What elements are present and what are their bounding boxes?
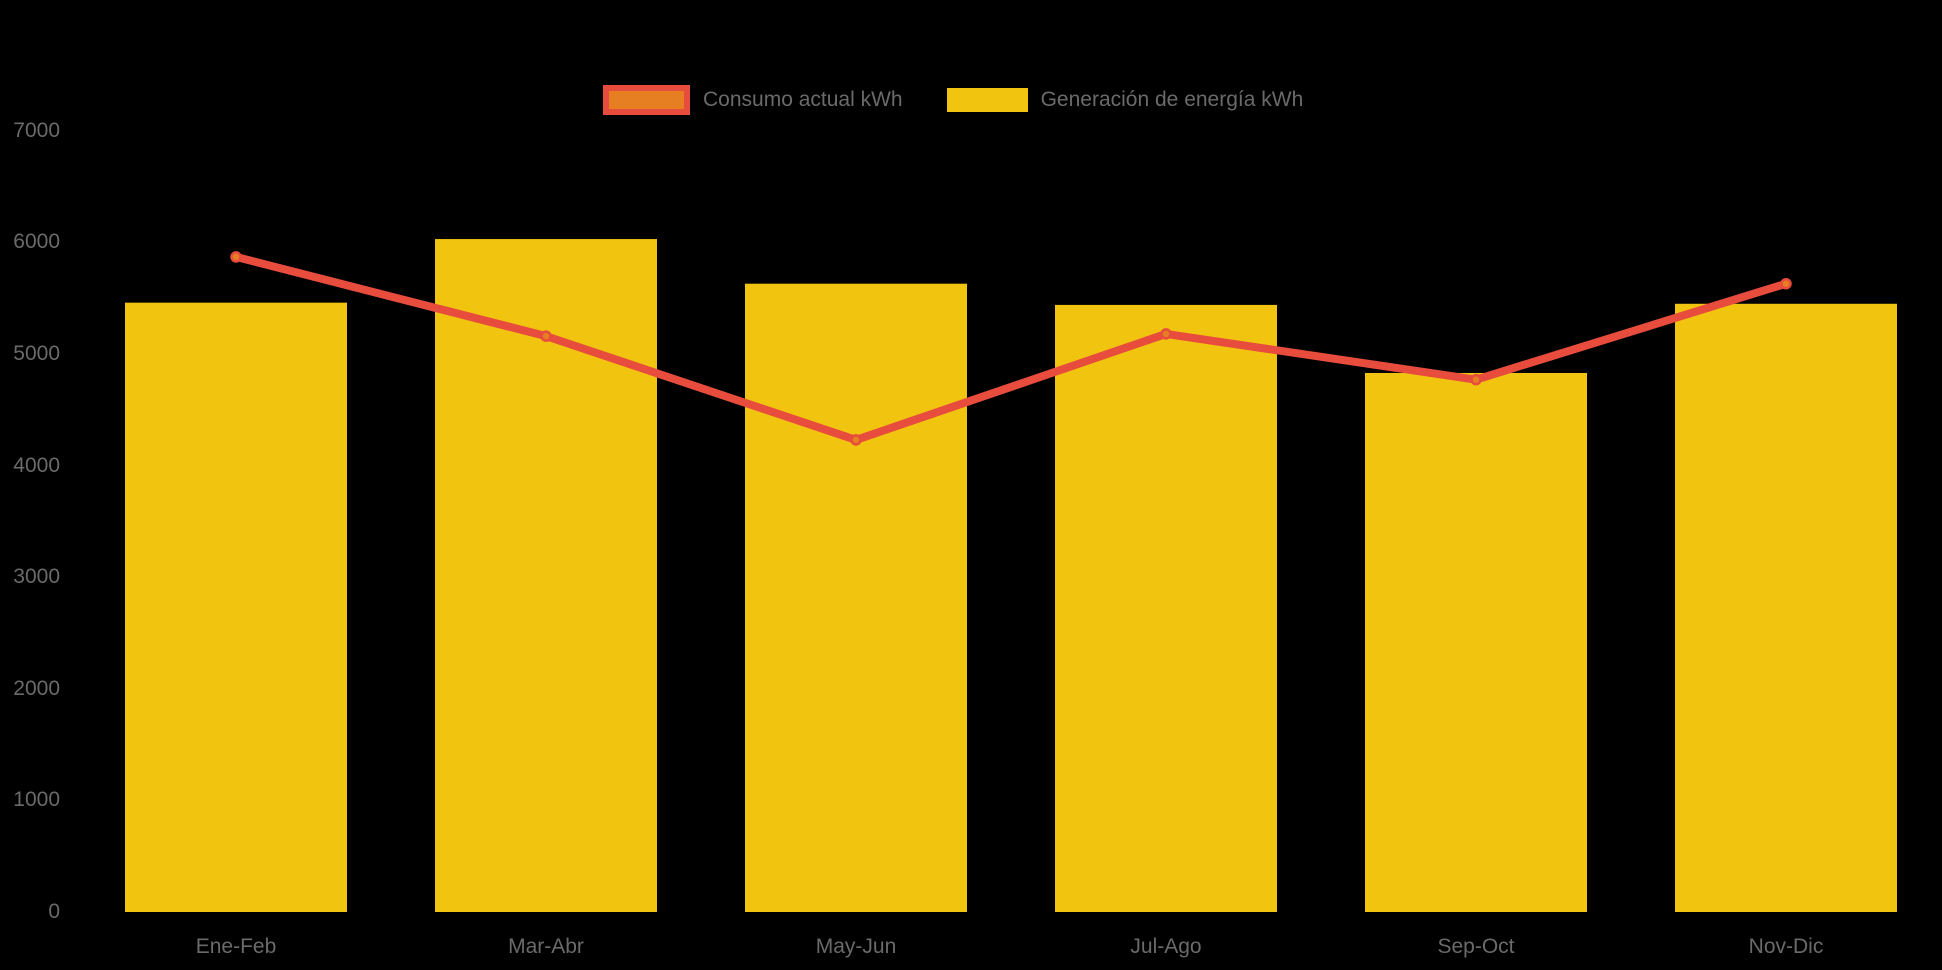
legend-label-consumo[interactable]: Consumo actual kWh bbox=[703, 88, 903, 111]
y-axis-tick-label: 4000 bbox=[13, 453, 60, 477]
y-axis-tick-label: 2000 bbox=[13, 676, 60, 700]
legend-swatch-generacion-icon[interactable] bbox=[946, 88, 1028, 112]
y-axis-tick-label: 0 bbox=[48, 900, 60, 923]
consumo-point-mar-abr bbox=[540, 330, 552, 342]
consumo-point-nov-dic bbox=[1780, 277, 1792, 290]
y-axis-tick-label: 3000 bbox=[13, 565, 60, 589]
consumo-point-jul-ago bbox=[1160, 328, 1172, 340]
chart-legend: Consumo actual kWh Generación de energía… bbox=[603, 84, 1303, 116]
bar-may-jun bbox=[745, 283, 967, 912]
y-axis-tick-label: 5000 bbox=[13, 342, 60, 365]
bar-ene-feb bbox=[125, 302, 347, 912]
y-axis-tick-label: 7000 bbox=[13, 118, 60, 142]
bar-jul-ago bbox=[1055, 304, 1277, 912]
consumo-point-may-jun bbox=[850, 434, 862, 446]
consumo-line bbox=[235, 253, 1788, 444]
y-axis-tick-label: 1000 bbox=[13, 788, 60, 812]
consumo-point-ene-feb bbox=[230, 251, 242, 263]
y-axis-tick-label: 6000 bbox=[13, 230, 60, 254]
legend-swatch-consumo-icon[interactable] bbox=[603, 85, 690, 115]
bar-sep-oct bbox=[1365, 372, 1587, 912]
bar-nov-dic bbox=[1675, 303, 1897, 912]
y-axis: 0 1000 2000 3000 4000 5000 6000 7000 bbox=[0, 0, 60, 970]
legend-label-generacion[interactable]: Generación de energía kWh bbox=[1040, 88, 1304, 111]
consumo-point-sep-oct bbox=[1470, 373, 1482, 386]
bar-mar-abr bbox=[435, 239, 657, 912]
